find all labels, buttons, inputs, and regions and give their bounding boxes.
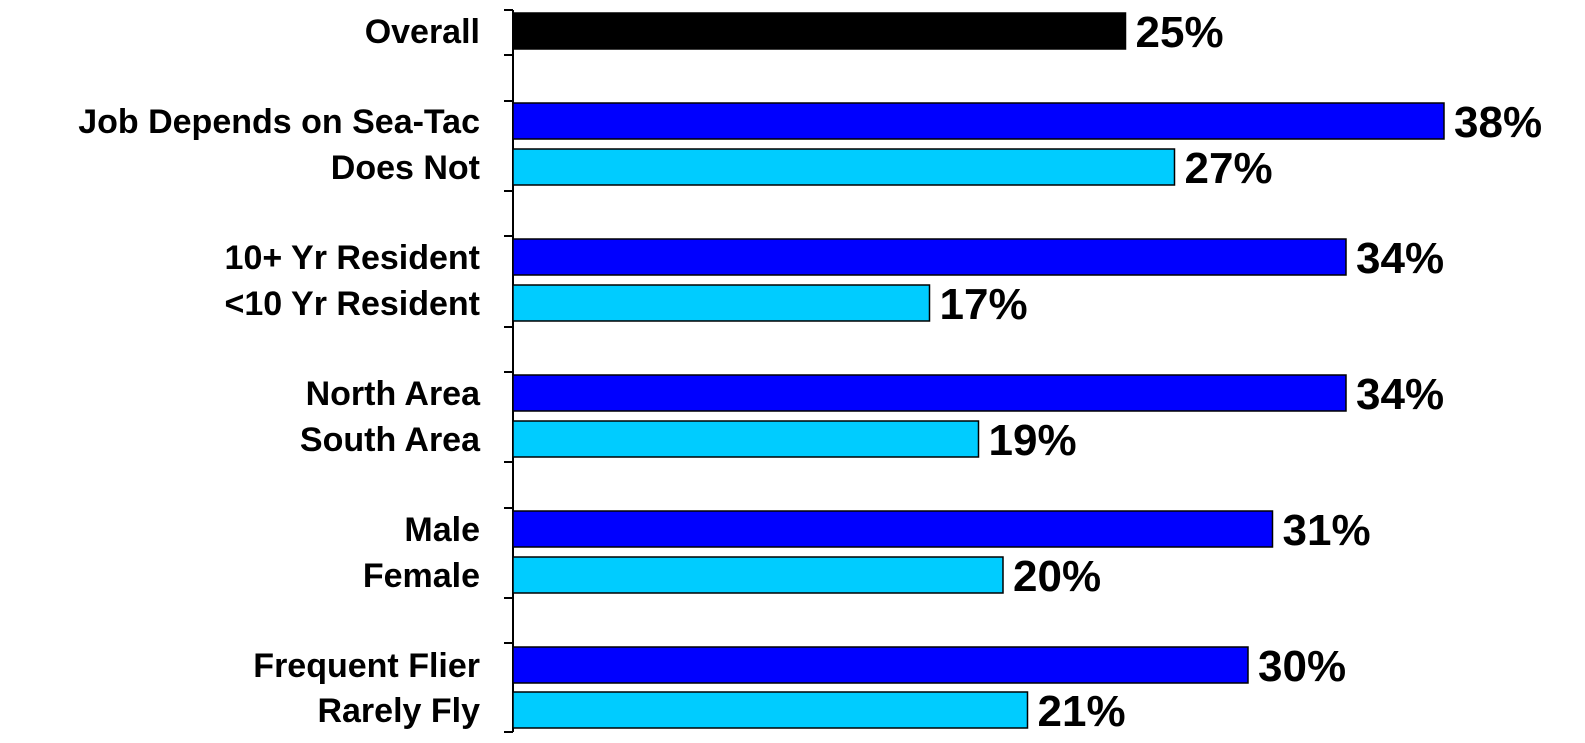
bar xyxy=(512,691,1029,729)
category-label: Rarely Fly xyxy=(317,692,480,730)
bar xyxy=(512,646,1249,684)
bar xyxy=(512,102,1445,140)
category-label: Frequent Flier xyxy=(253,647,480,685)
value-label: 30% xyxy=(1258,642,1346,691)
value-label: 25% xyxy=(1136,8,1224,57)
bar xyxy=(512,420,980,458)
value-label: 19% xyxy=(989,416,1077,465)
value-label: 31% xyxy=(1283,506,1371,555)
value-label: 17% xyxy=(940,280,1028,329)
category-label: Overall xyxy=(365,13,480,51)
bars-layer xyxy=(512,12,1445,729)
value-label: 21% xyxy=(1038,687,1126,736)
bar xyxy=(512,556,1004,594)
value-label: 20% xyxy=(1013,552,1101,601)
bar xyxy=(512,238,1347,276)
value-label: 38% xyxy=(1454,98,1542,147)
bar xyxy=(512,284,931,322)
category-label: 10+ Yr Resident xyxy=(225,239,480,277)
bar xyxy=(512,12,1127,50)
category-label: Male xyxy=(404,511,480,549)
category-label: Job Depends on Sea-Tac xyxy=(78,103,480,141)
category-label: Does Not xyxy=(331,149,480,187)
bar xyxy=(512,510,1274,548)
bar xyxy=(512,374,1347,412)
value-label: 34% xyxy=(1356,370,1444,419)
category-label: North Area xyxy=(306,375,482,413)
labels-layer: Overall 25% Job Depends on Sea-Tac 38% Does … xyxy=(78,8,1542,736)
category-label: Female xyxy=(363,557,480,595)
value-label: 34% xyxy=(1356,234,1444,283)
category-label: <10 Yr Resident xyxy=(225,285,480,323)
bar xyxy=(512,148,1176,186)
category-label: South Area xyxy=(300,421,481,459)
value-label: 27% xyxy=(1185,144,1273,193)
axis-layer xyxy=(504,9,514,733)
